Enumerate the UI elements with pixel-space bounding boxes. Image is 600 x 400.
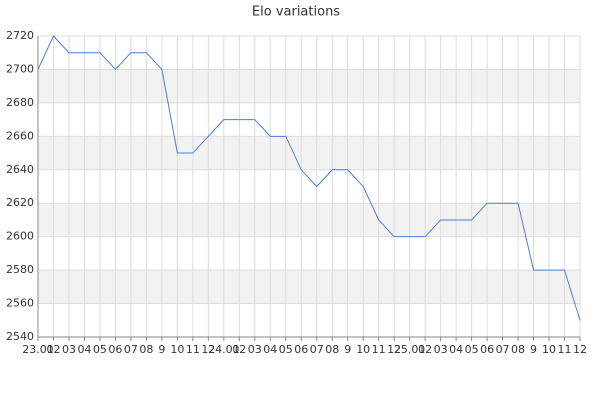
grid-band (38, 69, 580, 103)
x-tick-label: 08 (139, 343, 153, 356)
x-tick-label: 04 (449, 343, 463, 356)
x-tick-label: 08 (325, 343, 339, 356)
y-tick-label: 2540 (6, 330, 34, 343)
y-tick-label: 2620 (6, 196, 34, 209)
y-tick-label: 2600 (6, 230, 34, 243)
x-tick-label: 9 (344, 343, 351, 356)
x-tick-label: 9 (530, 343, 537, 356)
x-tick-label: 03 (248, 343, 262, 356)
x-tick-label: 12 (387, 343, 401, 356)
x-tick-label: 03 (434, 343, 448, 356)
y-tick-label: 2680 (6, 96, 34, 109)
x-tick-label: 05 (279, 343, 293, 356)
grid-band (38, 270, 580, 304)
y-tick-label: 2580 (6, 263, 34, 276)
y-tick-label: 2720 (6, 29, 34, 42)
x-tick-label: 07 (310, 343, 324, 356)
x-tick-label: 03 (62, 343, 76, 356)
x-tick-label: 06 (480, 343, 494, 356)
x-tick-label: 10 (356, 343, 370, 356)
x-tick-label: 02 (418, 343, 432, 356)
x-tick-label: 07 (496, 343, 510, 356)
x-tick-label: 04 (263, 343, 277, 356)
x-tick-label: 11 (372, 343, 386, 356)
x-tick-label: 05 (93, 343, 107, 356)
grid-band (38, 136, 580, 170)
x-tick-label: 02 (46, 343, 60, 356)
y-tick-label: 2700 (6, 62, 34, 75)
x-tick-label: 25.01 (394, 343, 426, 356)
x-tick-label: 9 (158, 343, 165, 356)
x-tick-label: 11 (558, 343, 572, 356)
x-tick-label: 24.01 (208, 343, 240, 356)
grid-band (38, 203, 580, 237)
line (37, 35, 581, 321)
chart-title: Elo variations (252, 5, 340, 20)
x-tick-label: 07 (124, 343, 138, 356)
x-tick-label: 10 (170, 343, 184, 356)
y-tick-label: 2640 (6, 163, 34, 176)
x-tick-label: 12 (201, 343, 215, 356)
x-tick-label: 12 (573, 343, 587, 356)
x-tick-label: 04 (77, 343, 91, 356)
x-tick-label: 05 (465, 343, 479, 356)
y-tick-label: 2660 (6, 129, 34, 142)
x-tick-label: 10 (542, 343, 556, 356)
x-tick-label: 08 (511, 343, 525, 356)
x-tick-label: 02 (232, 343, 246, 356)
x-tick-label: 06 (294, 343, 308, 356)
y-tick-label: 2560 (6, 297, 34, 310)
x-tick-label: 23.01 (22, 343, 54, 356)
x-tick-label: 11 (186, 343, 200, 356)
x-tick-label: 06 (108, 343, 122, 356)
